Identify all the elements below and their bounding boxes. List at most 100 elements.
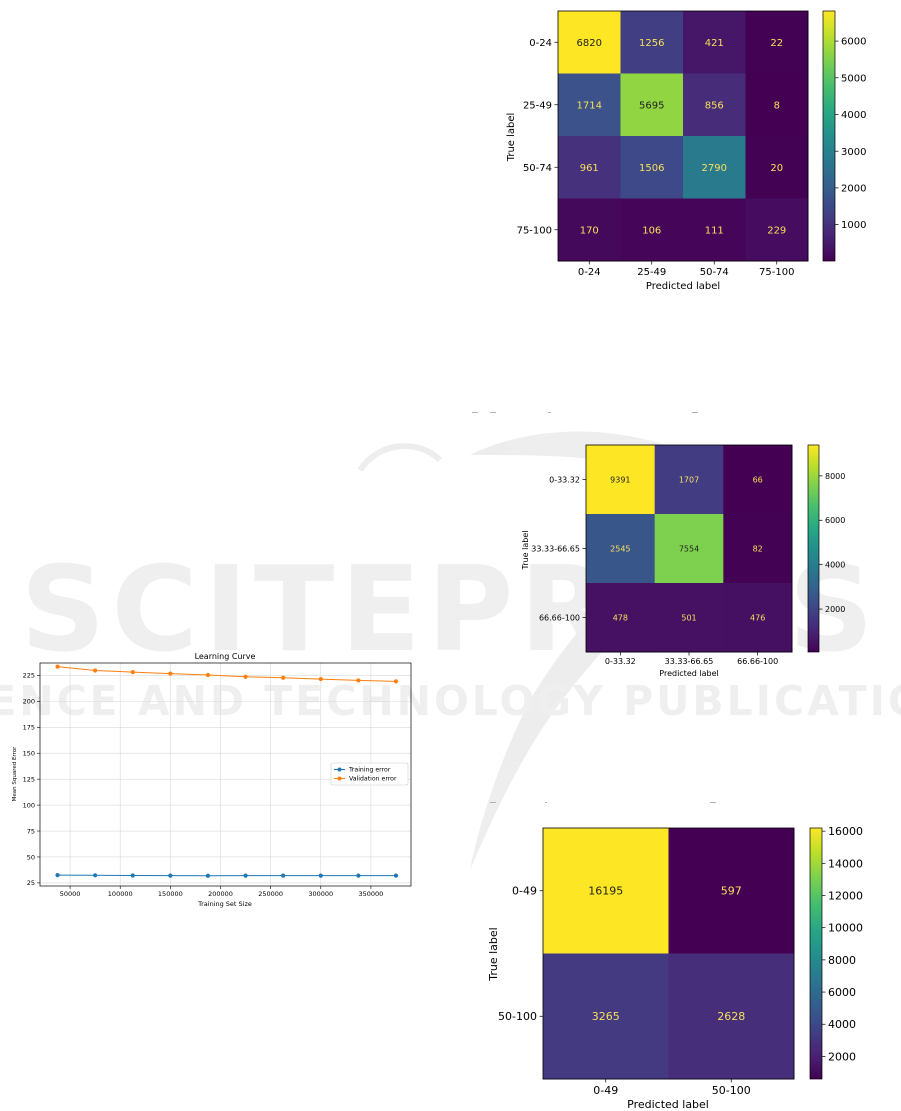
data-point <box>393 873 399 878</box>
data-point <box>55 873 60 878</box>
data-point <box>205 873 211 878</box>
x-tick-label: 250000 <box>258 890 283 898</box>
y-tick-label: 25-49 <box>523 100 552 111</box>
matrix-cell <box>620 136 684 199</box>
data-point <box>356 873 361 878</box>
data-point <box>356 678 361 683</box>
legend-marker <box>337 767 342 772</box>
y-tick-label: 0-33.32 <box>549 475 580 484</box>
matrix-cell <box>543 828 669 954</box>
colorbar-tick-label: 16000 <box>828 825 863 838</box>
confusion-matrix-2-class: Predicted label True label 16195 597 3265 2… <box>487 825 863 1111</box>
y-tick-label: 200 <box>23 698 35 706</box>
caption-remnants <box>472 412 716 803</box>
colorbar <box>807 444 820 653</box>
legend-box <box>330 762 409 786</box>
x-axis-label: Predicted label <box>627 1098 709 1111</box>
matrix-cell <box>586 514 656 584</box>
caption-dash <box>710 802 716 803</box>
data-point <box>243 873 248 878</box>
colorbar-tick-label: 8000 <box>825 472 845 481</box>
x-tick-label: 200000 <box>208 890 233 898</box>
learning-curve-chart: Learning Curve Training Set Size Mean Sq… <box>12 652 412 908</box>
x-tick-label: 350000 <box>358 890 383 898</box>
matrix-cell <box>683 11 746 74</box>
chart-title: Learning Curve <box>195 652 256 661</box>
series-line <box>57 666 397 682</box>
colorbar-tick-label: 2000 <box>841 183 866 194</box>
data-point <box>130 670 135 675</box>
cell-value: 7554 <box>679 544 699 553</box>
confusion-matrix-4-class: Predicted label True label 6820 1256 421 22… <box>506 10 866 292</box>
cell-value: 421 <box>705 38 724 49</box>
colorbar-tick-label: 14000 <box>828 857 863 870</box>
cell-value: 229 <box>767 225 786 236</box>
colorbar-tick-label: 12000 <box>828 889 863 902</box>
matrix-cell <box>745 136 809 199</box>
y-axis-label: True label <box>506 113 517 163</box>
data-point <box>168 873 173 878</box>
x-tick-label: 150000 <box>158 890 183 898</box>
matrix-cell <box>558 198 621 262</box>
cell-value: 1707 <box>679 475 699 484</box>
caption-dash <box>490 802 496 803</box>
cell-value: 111 <box>705 225 724 236</box>
y-tick-label: 50-100 <box>498 1010 537 1023</box>
matrix-cell <box>723 583 793 653</box>
legend-label: Training error <box>348 767 391 774</box>
cell-value: 16195 <box>588 885 623 898</box>
y-tick-label: 150 <box>23 750 35 758</box>
x-tick-label: 50000 <box>60 890 81 898</box>
matrix-cell <box>745 11 809 74</box>
y-axis-label: True label <box>521 531 530 571</box>
matrix-cell <box>654 583 724 653</box>
y-tick-label: 75-100 <box>517 225 552 236</box>
x-tick-label: 0-24 <box>578 267 601 278</box>
colorbar-tick-label: 2000 <box>825 605 845 614</box>
colorbar <box>822 10 836 262</box>
data-point <box>393 679 399 684</box>
cell-value: 2790 <box>702 163 727 174</box>
matrix-cell <box>683 73 746 137</box>
x-axis-label: Training Set Size <box>197 900 252 908</box>
cell-value: 8 <box>774 100 780 111</box>
cell-value: 20 <box>770 163 783 174</box>
cell-value: 6820 <box>577 38 602 49</box>
colorbar-tick-label: 10000 <box>828 922 863 935</box>
colorbar-tick-label: 6000 <box>828 986 856 999</box>
colorbar-tick-label: 4000 <box>825 561 845 570</box>
matrix-frame <box>557 10 809 262</box>
y-tick-label: 0-49 <box>512 885 537 898</box>
colorbar-tick-label: 5000 <box>841 73 866 84</box>
caption-dash <box>472 412 478 413</box>
matrix-cell <box>558 73 621 137</box>
y-tick-label: 50 <box>27 853 35 861</box>
matrix-cell <box>683 198 746 262</box>
colorbar-tick-label: 8000 <box>828 954 856 967</box>
confusion-matrix-3-class: Predicted label True label 9391 1707 66 254… <box>521 444 845 678</box>
y-tick-label: 125 <box>23 775 35 783</box>
cell-value: 597 <box>721 885 742 898</box>
x-tick-label: 50-100 <box>712 1084 751 1097</box>
x-tick-label: 0-49 <box>593 1084 618 1097</box>
x-axis-label: Predicted label <box>659 669 718 678</box>
y-tick-label: 50-74 <box>523 163 552 174</box>
colorbar-tick-label: 4000 <box>841 110 866 121</box>
matrix-cell <box>745 198 809 262</box>
data-point <box>93 668 98 673</box>
cell-value: 3265 <box>592 1010 620 1023</box>
y-axis-label: True label <box>487 927 500 981</box>
x-tick-label: 0-33.32 <box>605 657 636 666</box>
cell-value: 9391 <box>610 475 630 484</box>
data-point <box>130 873 135 878</box>
watermark-swoosh-arc <box>357 443 443 472</box>
cell-value: 5695 <box>639 100 664 111</box>
colorbar-tick-label: 1000 <box>841 220 866 231</box>
x-tick-label: 300000 <box>308 890 333 898</box>
x-tick-label: 100000 <box>108 890 133 898</box>
data-point <box>281 873 286 878</box>
y-tick-label: 175 <box>23 724 35 732</box>
y-tick-label: 0-24 <box>529 38 552 49</box>
cell-value: 2545 <box>610 544 630 553</box>
cell-value: 856 <box>705 100 724 111</box>
